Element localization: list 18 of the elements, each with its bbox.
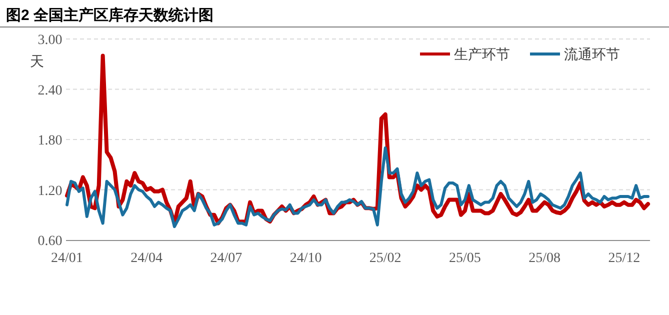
y-tick-label: 1.80 [38, 134, 62, 148]
y-tick-label: 3.00 [38, 33, 62, 48]
line-series [66, 146, 650, 228]
x-tick-label: 25/08 [528, 251, 560, 266]
x-tick-label: 25/02 [369, 251, 402, 266]
x-tick-label: 25/12 [608, 251, 640, 266]
y-axis-title: 天 [30, 53, 44, 69]
y-tick-label: 1.20 [38, 184, 62, 199]
legend-label: 生产环节 [454, 46, 510, 62]
legend-label: 流通环节 [564, 46, 620, 62]
x-tick-label: 25/05 [449, 251, 481, 266]
x-tick-label: 24/04 [130, 251, 163, 266]
x-tick-label: 24/10 [290, 251, 322, 266]
x-tick-label: 24/07 [210, 251, 242, 266]
x-tick-label: 24/01 [51, 251, 83, 266]
y-tick-label: 0.60 [38, 234, 62, 249]
chart-title: 图2 全国主产区库存天数统计图 [6, 6, 214, 24]
y-tick-label: 2.40 [38, 83, 62, 98]
